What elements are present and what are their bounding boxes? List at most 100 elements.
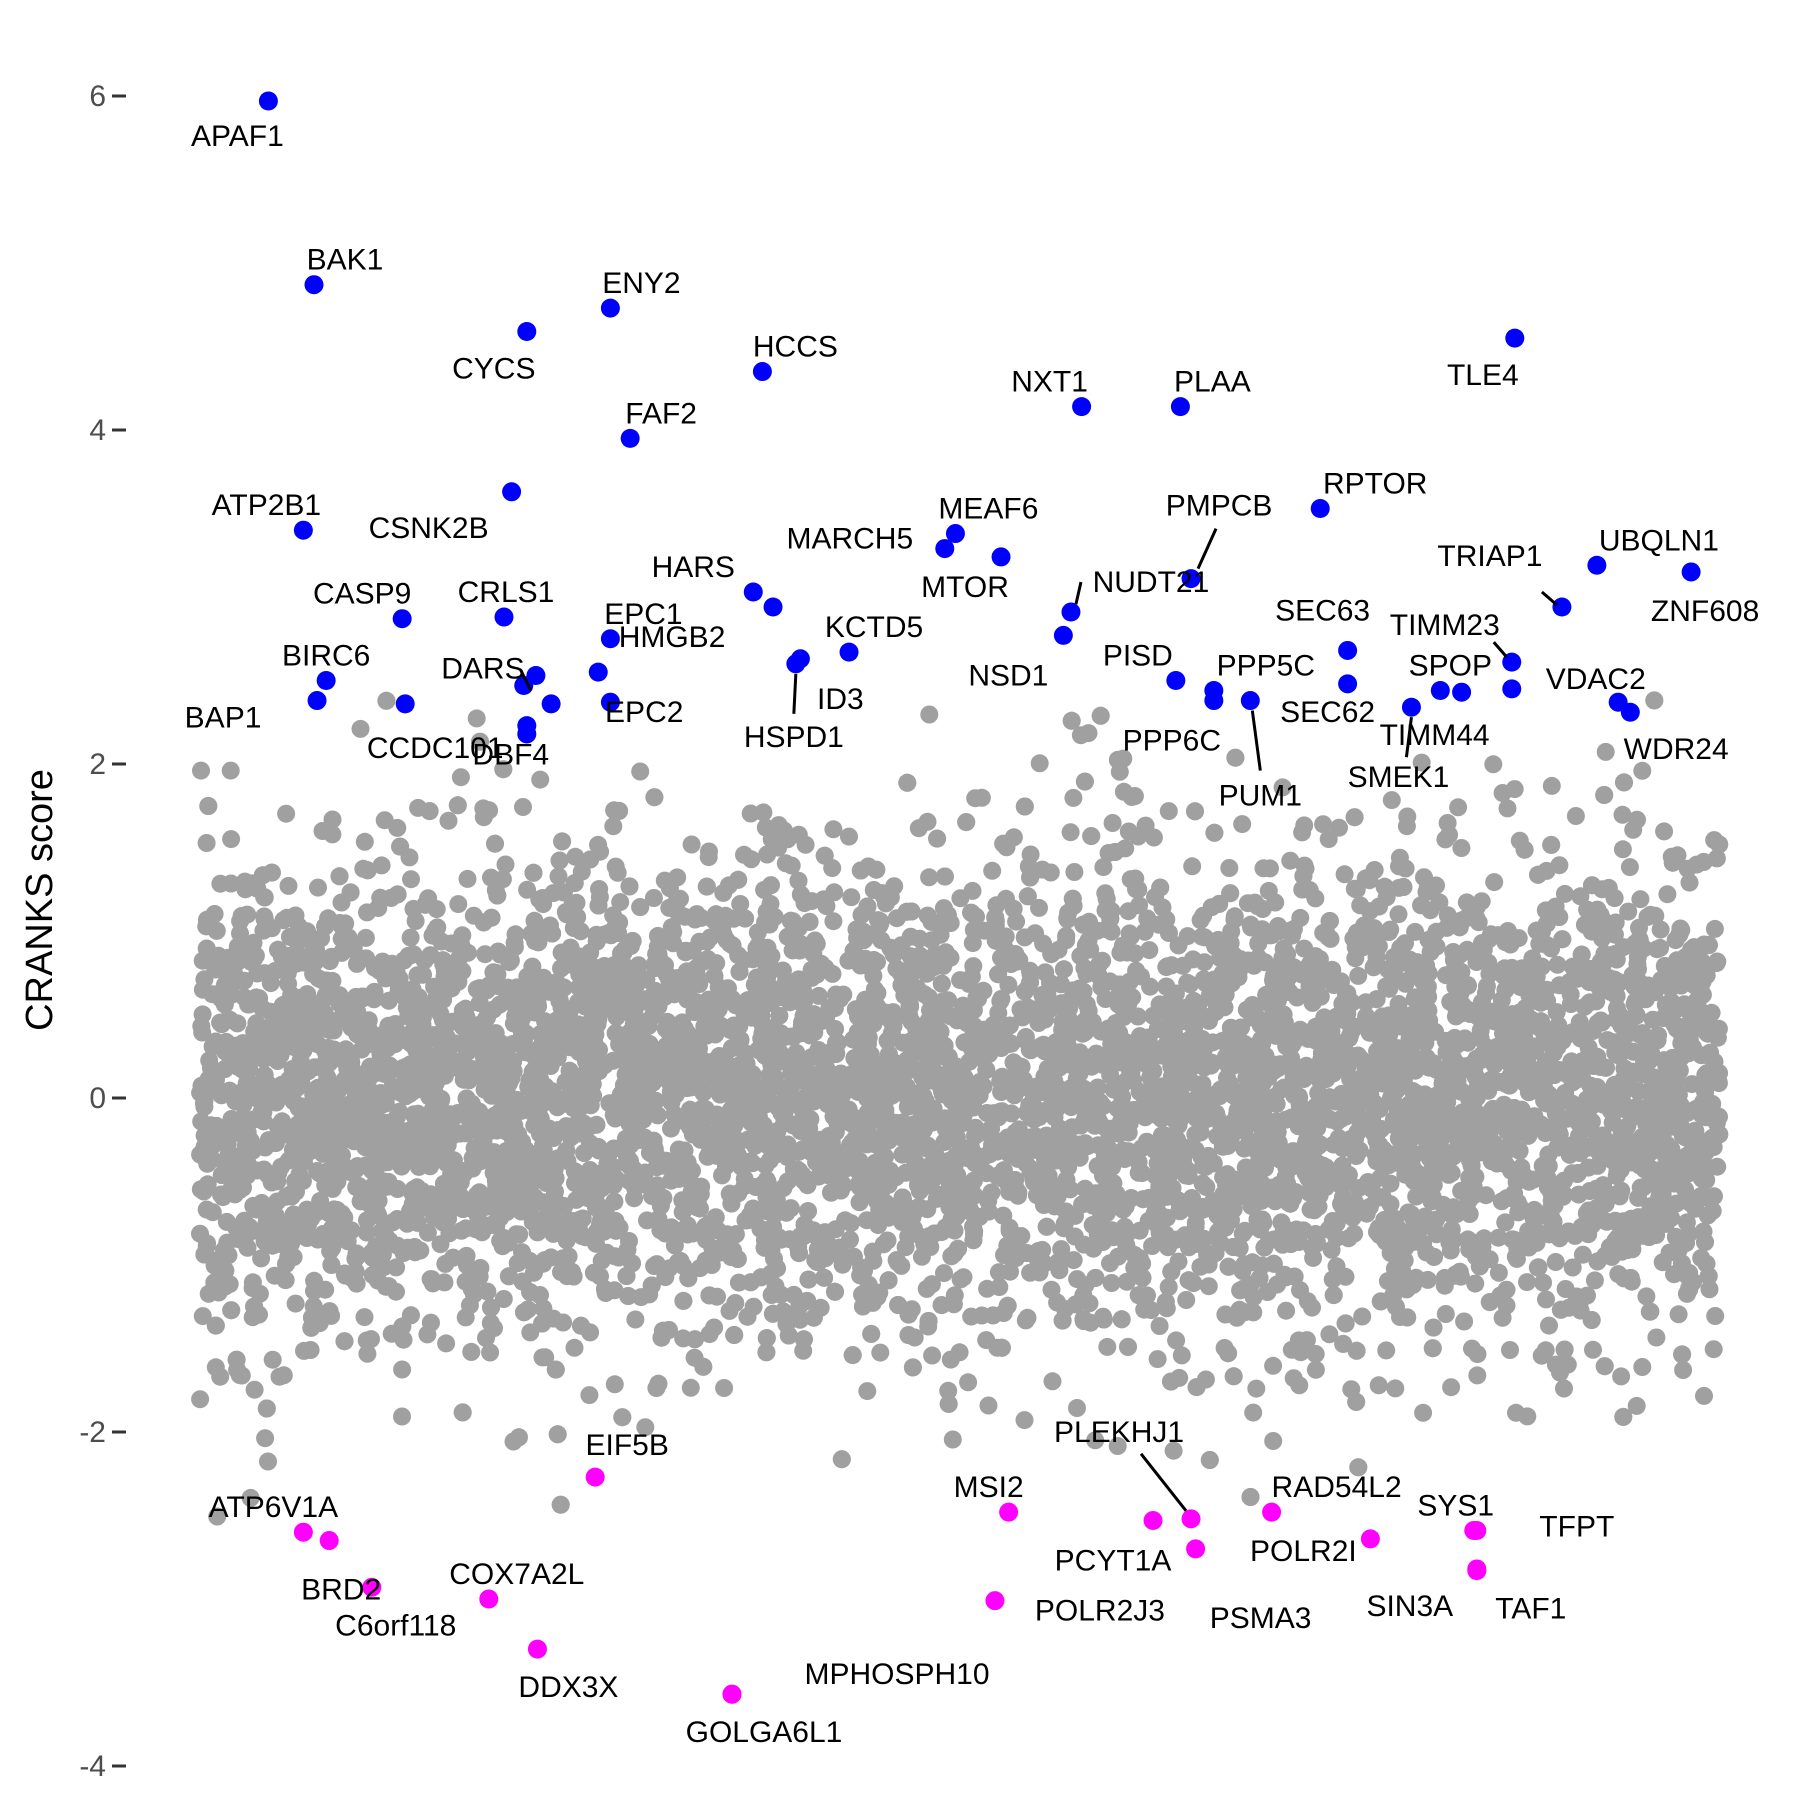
background-point	[1141, 977, 1160, 996]
background-point	[769, 816, 788, 835]
background-point	[1414, 1403, 1433, 1422]
background-point	[1021, 845, 1040, 864]
background-point	[1193, 1075, 1212, 1093]
background-point	[523, 1213, 542, 1231]
background-point	[1418, 1270, 1437, 1289]
background-point	[840, 827, 858, 846]
background-point	[1330, 818, 1348, 837]
background-point	[1335, 865, 1354, 884]
background-point	[451, 768, 470, 787]
background-point	[309, 878, 327, 897]
background-point	[1159, 802, 1178, 821]
background-point	[668, 868, 687, 887]
background-point	[393, 1407, 411, 1426]
background-point	[966, 789, 985, 808]
background-points	[191, 691, 1729, 1526]
background-point	[1128, 1007, 1147, 1026]
background-point	[1537, 1290, 1555, 1309]
background-point	[372, 856, 391, 875]
background-point	[542, 1205, 561, 1223]
background-point	[494, 1290, 513, 1308]
background-point	[923, 1346, 942, 1365]
background-point	[979, 1202, 998, 1221]
background-point	[656, 1268, 675, 1287]
background-point	[467, 709, 486, 728]
background-point	[1103, 814, 1122, 832]
background-point	[339, 1110, 358, 1129]
background-point	[1213, 1137, 1232, 1156]
background-point	[1613, 840, 1632, 859]
background-point	[531, 770, 550, 789]
background-point	[1093, 951, 1112, 970]
background-point	[762, 830, 781, 849]
background-point	[920, 868, 939, 887]
background-point	[836, 1211, 855, 1230]
background-point	[1349, 966, 1368, 985]
background-point	[1468, 1366, 1487, 1385]
background-point	[580, 1386, 599, 1405]
background-point	[1063, 1118, 1081, 1137]
background-point	[388, 818, 407, 837]
background-point	[1442, 1220, 1461, 1239]
background-point	[279, 876, 298, 895]
background-point	[1575, 997, 1594, 1016]
background-point	[681, 1378, 700, 1397]
background-point	[606, 857, 625, 876]
background-point	[1281, 851, 1300, 870]
background-point	[1658, 885, 1677, 904]
background-point	[450, 1185, 469, 1204]
background-point	[715, 1379, 734, 1397]
background-point	[1193, 1174, 1212, 1193]
background-point	[355, 1308, 374, 1327]
background-point	[1291, 1343, 1310, 1362]
background-point	[605, 1375, 624, 1394]
background-point	[983, 861, 1002, 880]
background-point	[1086, 1431, 1105, 1450]
background-point	[1034, 1196, 1053, 1214]
background-point	[576, 1228, 595, 1247]
y-tick-label: 6	[89, 80, 106, 113]
background-point	[1254, 1109, 1272, 1128]
background-point	[632, 1288, 651, 1307]
background-point	[842, 888, 861, 907]
background-point	[1297, 1056, 1316, 1075]
background-point	[1370, 897, 1388, 916]
background-point	[1612, 1367, 1631, 1386]
background-point	[357, 1331, 376, 1350]
background-point	[1610, 1187, 1629, 1206]
background-point	[1554, 1171, 1573, 1190]
background-point	[1555, 1379, 1573, 1398]
background-point	[1220, 859, 1239, 877]
background-point	[1183, 857, 1202, 876]
background-point	[1571, 887, 1590, 906]
background-point	[962, 1203, 981, 1222]
background-point	[1068, 1399, 1086, 1417]
background-point	[827, 985, 845, 1004]
background-point	[1674, 1361, 1693, 1379]
background-point	[1651, 920, 1670, 939]
background-point	[963, 934, 982, 953]
background-point	[257, 1213, 276, 1231]
background-point	[907, 1200, 926, 1219]
background-point	[456, 1308, 475, 1327]
background-point	[339, 928, 358, 947]
background-point	[1568, 1165, 1587, 1183]
background-point	[263, 1350, 282, 1369]
background-point	[1438, 814, 1457, 832]
background-point	[449, 895, 468, 914]
background-point	[1421, 901, 1440, 920]
background-point	[1485, 873, 1504, 892]
background-point	[571, 922, 590, 941]
background-point	[1438, 906, 1457, 925]
background-point	[584, 1263, 603, 1282]
background-point	[1637, 1287, 1656, 1306]
background-point	[403, 980, 422, 999]
background-point	[1484, 755, 1503, 774]
background-point	[1087, 1044, 1106, 1063]
background-point	[1235, 1303, 1254, 1322]
background-point	[1101, 1254, 1119, 1273]
background-point	[604, 817, 623, 836]
background-point	[1194, 906, 1213, 925]
background-point	[1640, 1302, 1659, 1321]
